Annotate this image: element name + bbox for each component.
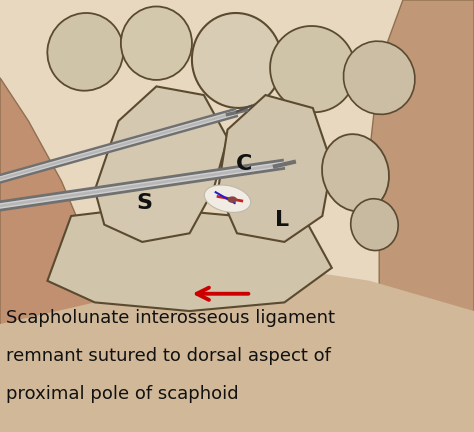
- Polygon shape: [370, 0, 474, 432]
- Text: C: C: [236, 154, 252, 174]
- Ellipse shape: [204, 185, 251, 213]
- Text: Scapholunate interosseous ligament: Scapholunate interosseous ligament: [6, 309, 335, 327]
- Text: L: L: [275, 210, 289, 230]
- Polygon shape: [218, 95, 332, 242]
- Polygon shape: [0, 78, 118, 432]
- Ellipse shape: [47, 13, 123, 91]
- Ellipse shape: [351, 199, 398, 251]
- Ellipse shape: [344, 41, 415, 114]
- Polygon shape: [0, 268, 474, 432]
- Ellipse shape: [192, 13, 282, 108]
- Polygon shape: [47, 207, 332, 311]
- Polygon shape: [95, 86, 228, 242]
- Ellipse shape: [270, 26, 356, 112]
- Ellipse shape: [228, 196, 237, 203]
- Text: remnant sutured to dorsal aspect of: remnant sutured to dorsal aspect of: [6, 347, 330, 365]
- Ellipse shape: [121, 6, 192, 80]
- Text: S: S: [137, 193, 153, 213]
- Text: proximal pole of scaphoid: proximal pole of scaphoid: [6, 385, 238, 403]
- Ellipse shape: [322, 134, 389, 211]
